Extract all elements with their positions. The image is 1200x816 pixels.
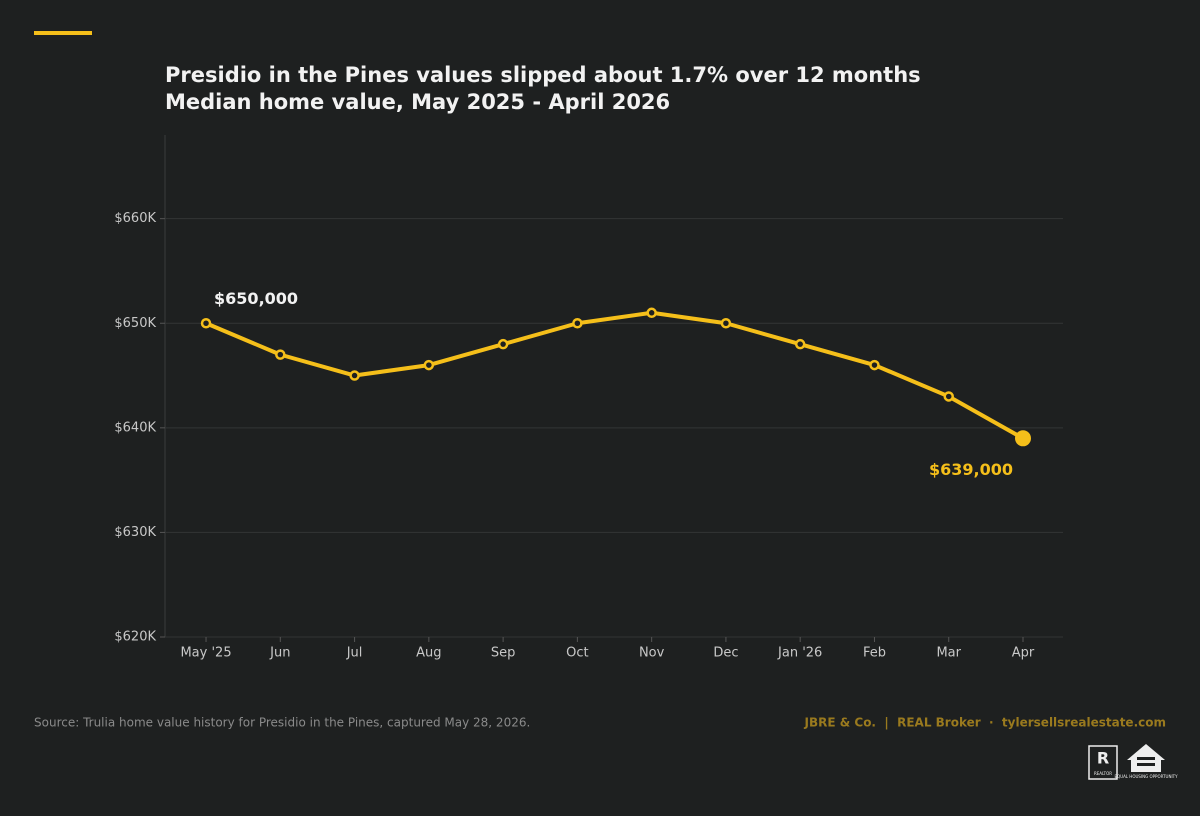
chart-title: Presidio in the Pines values slipped abo… (165, 63, 921, 87)
data-label: $650,000 (214, 289, 298, 308)
marker (869, 359, 880, 371)
marker (646, 307, 657, 319)
brand-note: JBRE & Co. | REAL Broker · tylersellsrea… (804, 716, 1166, 730)
x-tick-label: Aug (416, 646, 441, 661)
accent-bar (34, 31, 92, 35)
marker (275, 349, 286, 360)
logo-frame (1088, 745, 1118, 780)
x-tick-label: Mar (936, 646, 961, 661)
marker (572, 318, 583, 329)
x-tick-label: Jan '26 (777, 646, 822, 661)
x-tick-label: Sep (491, 646, 516, 661)
logo-text: EQUAL HOUSING OPPORTUNITY (1114, 774, 1178, 779)
x-tick-label: Jun (269, 646, 290, 661)
y-tick-label: $660K (114, 211, 156, 226)
data-label: $639,000 (929, 460, 1013, 479)
x-tick-label: Nov (639, 646, 665, 661)
y-tick-label: $640K (114, 420, 156, 435)
logo-bar (1137, 757, 1155, 760)
marker (200, 318, 212, 329)
marker-end (1015, 430, 1032, 447)
chart-subtitle: Median home value, May 2025 - April 2026 (165, 90, 670, 114)
logo-letter: R (1097, 749, 1109, 768)
marker (794, 338, 806, 350)
data-line (205, 310, 1024, 441)
y-tick-label: $630K (114, 525, 156, 540)
realtor-logo: R REALTOR (1088, 745, 1118, 780)
marker (349, 370, 360, 381)
marker (497, 338, 509, 350)
x-tick-label: May '25 (180, 646, 231, 661)
equal-housing-logo: EQUAL HOUSING OPPORTUNITY (1114, 744, 1178, 779)
logo-bar (1137, 763, 1155, 766)
x-tick-label: Apr (1012, 646, 1035, 661)
marker (720, 318, 732, 329)
logo-text: REALTOR (1094, 771, 1112, 776)
marker (423, 359, 435, 371)
x-tick-label: Jul (346, 646, 363, 661)
y-tick-label: $620K (114, 630, 156, 645)
x-tick-label: Oct (566, 646, 588, 661)
x-tick-label: Dec (713, 646, 738, 661)
y-tick-label: $650K (114, 316, 156, 331)
x-tick-label: Feb (863, 646, 886, 661)
marker (943, 391, 954, 402)
source-note: Source: Trulia home value history for Pr… (34, 716, 530, 730)
